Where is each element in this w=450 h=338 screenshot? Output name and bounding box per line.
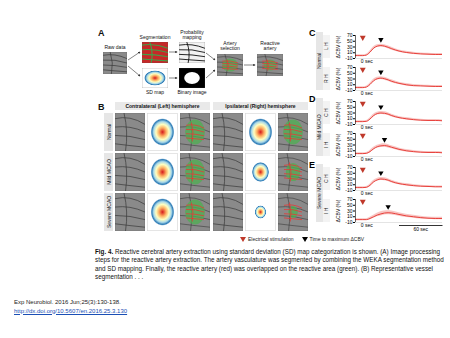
svg-text:Segmentation: Segmentation [140, 34, 171, 40]
svg-text:ΔCBV (%): ΔCBV (%) [335, 199, 341, 222]
svg-text:SD map: SD map [146, 89, 164, 95]
svg-text:Probability: Probability [180, 28, 204, 35]
svg-text:Severe MCAO: Severe MCAO [106, 196, 112, 228]
svg-text:ΔCBV (%): ΔCBV (%) [335, 101, 341, 124]
html-text:C H: C H [323, 108, 329, 117]
svg-text:ΔCBV (%): ΔCBV (%) [335, 133, 341, 156]
svg-text:70: 70 [347, 98, 353, 104]
html-text:D: D [309, 94, 316, 104]
svg-text:-10: -10 [345, 121, 352, 127]
svg-text:0 sec: 0 sec [361, 222, 373, 228]
svg-text:artery: artery [264, 45, 277, 51]
svg-text:10: 10 [347, 181, 353, 187]
html-text:R H: R H [323, 74, 329, 83]
svg-text:10: 10 [347, 115, 353, 121]
svg-text:50: 50 [347, 170, 353, 176]
svg-text:30: 30 [347, 176, 353, 182]
svg-text:Contralateral (Left) hemispher: Contralateral (Left) hemisphere [125, 103, 199, 109]
html-text:Exp Neurobiol. 2016 Jun;25(3):: Exp Neurobiol. 2016 Jun;25(3):130-138. [14, 299, 121, 305]
html-text:I H: I H [323, 141, 329, 148]
svg-text:70: 70 [347, 196, 353, 202]
svg-text:50: 50 [347, 104, 353, 110]
html-text:Electrical stimulation: Electrical stimulation [248, 236, 294, 242]
html-text:Mild MCAO: Mild MCAO [316, 114, 322, 140]
svg-text:Binary image: Binary image [177, 89, 206, 95]
svg-text:10: 10 [347, 81, 353, 87]
svg-text:50: 50 [347, 70, 353, 76]
svg-text:-10: -10 [345, 187, 352, 193]
svg-text:30: 30 [347, 76, 353, 82]
html-text:C H: C H [323, 174, 329, 183]
svg-text:30: 30 [347, 110, 353, 116]
svg-text:70: 70 [347, 164, 353, 170]
html-text:C: C [309, 28, 316, 38]
svg-text:60 sec: 60 sec [413, 226, 428, 232]
svg-text:-10: -10 [345, 219, 352, 225]
svg-text:-10: -10 [345, 87, 352, 93]
html-text:L H: L H [323, 42, 329, 51]
svg-text:Ipsilateral (Right) hemisphere: Ipsilateral (Right) hemisphere [225, 103, 296, 109]
svg-text:ΔCBV (%): ΔCBV (%) [335, 67, 341, 90]
svg-text:30: 30 [347, 142, 353, 148]
svg-text:50: 50 [347, 38, 353, 44]
svg-text:ΔCBV (%): ΔCBV (%) [335, 167, 341, 190]
html-text:Fig. 4. Reactive cerebral arte: Fig. 4. Reactive cerebral artery extract… [95, 248, 444, 281]
svg-text:10: 10 [347, 147, 353, 153]
html-text:http://dx.doi.org/10.5607/en.2: http://dx.doi.org/10.5607/en.2016.25.3.1… [14, 307, 128, 314]
svg-text:30: 30 [347, 44, 353, 50]
svg-text:ΔCBV (%): ΔCBV (%) [335, 35, 341, 58]
html-text:Normal: Normal [316, 52, 322, 70]
svg-text:Reactive: Reactive [260, 39, 280, 46]
svg-text:Artery: Artery [223, 39, 237, 46]
svg-text:0 sec: 0 sec [361, 190, 373, 196]
svg-text:0 sec: 0 sec [361, 58, 373, 64]
svg-text:70: 70 [347, 130, 353, 136]
html-text:Time to maximum ΔCBV: Time to maximum ΔCBV [309, 236, 365, 242]
svg-text:70: 70 [347, 32, 353, 38]
svg-text:B: B [98, 102, 105, 112]
svg-text:10: 10 [347, 49, 353, 55]
html-text:E: E [309, 160, 315, 170]
svg-text:0 sec: 0 sec [361, 90, 373, 96]
html-text:I H: I H [323, 207, 329, 214]
html-text:Severe MCAO: Severe MCAO [316, 176, 322, 210]
svg-text:-10: -10 [345, 153, 352, 159]
svg-text:0 sec: 0 sec [361, 156, 373, 162]
svg-text:selection: selection [220, 45, 240, 51]
svg-text:-10: -10 [345, 55, 352, 61]
svg-text:A: A [98, 28, 105, 38]
svg-text:10: 10 [347, 213, 353, 219]
svg-text:30: 30 [347, 208, 353, 214]
svg-text:70: 70 [347, 64, 353, 70]
svg-text:mapping: mapping [182, 34, 201, 40]
svg-text:Mild MCAO: Mild MCAO [106, 159, 112, 185]
svg-text:Normal: Normal [106, 124, 112, 140]
svg-text:0 sec: 0 sec [361, 124, 373, 130]
svg-text:50: 50 [347, 136, 353, 142]
svg-text:Raw data: Raw data [104, 44, 125, 50]
svg-text:50: 50 [347, 202, 353, 208]
